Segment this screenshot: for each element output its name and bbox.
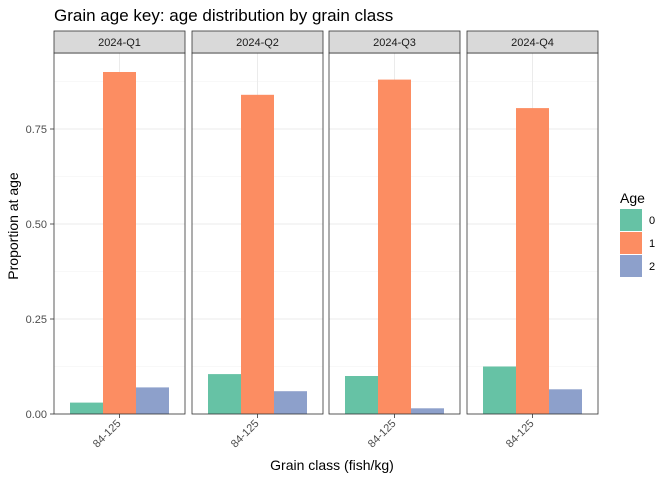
facet-strip-label: 2024-Q1 [98,37,141,49]
bar-2024-Q3-age-0 [345,376,378,414]
bar-2024-Q2-age-1 [241,94,274,415]
bar-2024-Q1-age-1 [103,72,136,414]
bar-2024-Q4-age-1 [516,108,549,414]
facet-strip-label: 2024-Q3 [373,37,416,49]
y-tick-label: 0.50 [26,219,47,231]
facet-strip-label: 2024-Q2 [236,37,279,49]
legend-key-age-0 [620,209,642,231]
facet-strip [328,30,461,54]
bar-2024-Q3-age-1 [378,79,411,414]
bar-2024-Q4-age-0 [483,366,516,414]
facet-strip [191,30,324,54]
facet-panels: 2024-Q184-1252024-Q284-1252024-Q384-1252… [53,30,599,451]
x-tick-label: 84-125 [91,418,124,451]
facet-strip [466,30,599,54]
legend-key-age-2 [620,255,642,277]
legend-label-age-0: 0 [649,215,655,227]
y-axis: 0.00 0.25 0.50 0.75 [26,124,54,421]
facet-2024-Q4: 2024-Q4 84-125 [466,30,599,451]
bar-2024-Q2-age-0 [208,374,241,414]
chart-title: Grain age key: age distribution by grain… [54,6,393,25]
legend: Age 0 1 2 [620,190,655,277]
facet-2024-Q1: 2024-Q1 84-125 [53,30,186,451]
x-axis-title: Grain class (fish/kg) [270,457,394,473]
bar-2024-Q1-age-0 [70,402,103,414]
legend-key-age-1 [620,232,642,254]
y-tick-label: 0.00 [26,409,47,421]
legend-title: Age [620,190,645,206]
facet-strip-label: 2024-Q4 [511,37,554,49]
legend-label-age-2: 2 [649,261,655,273]
bar-2024-Q4-age-2 [549,389,582,414]
facet-strip [53,30,186,54]
y-tick-label: 0.25 [26,314,47,326]
legend-label-age-1: 1 [649,238,655,250]
y-tick-label: 0.75 [26,124,47,136]
facet-2024-Q3: 2024-Q3 84-125 [328,30,461,451]
x-tick-label: 84-125 [504,418,537,451]
bar-2024-Q1-age-2 [136,387,169,414]
x-tick-label: 84-125 [366,418,399,451]
x-tick-label: 84-125 [229,418,262,451]
bar-2024-Q2-age-2 [274,391,307,414]
y-axis-title: Proportion at age [5,172,21,280]
bar-2024-Q3-age-2 [411,408,444,414]
facet-2024-Q2: 2024-Q2 84-125 [191,30,324,451]
